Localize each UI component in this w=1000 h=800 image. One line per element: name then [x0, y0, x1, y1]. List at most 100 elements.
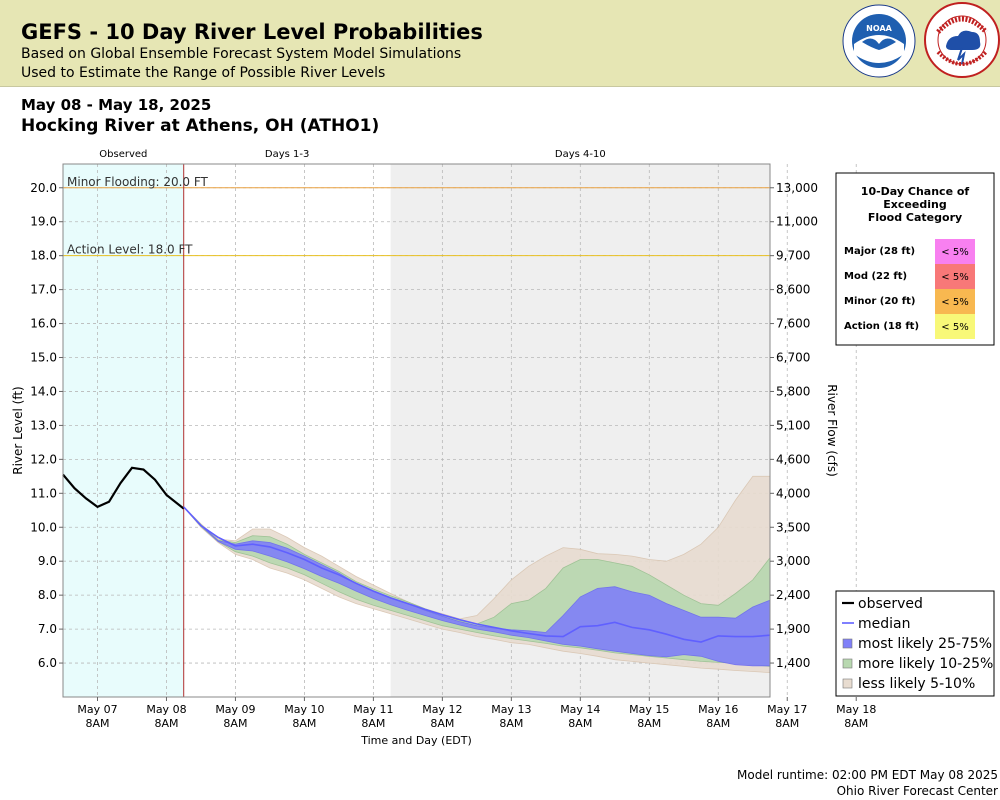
threshold-label: Action Level: 18.0 FT: [67, 243, 193, 257]
y2-tick-label: 8,600: [776, 283, 810, 297]
exceedance-cell: [935, 314, 975, 339]
y2-tick-label: 9,700: [776, 249, 810, 263]
y2-tick-label: 5,100: [776, 418, 810, 432]
legend-label: median: [858, 616, 910, 632]
x-axis-title: Time and Day (EDT): [360, 734, 472, 747]
y-tick-label: 19.0: [30, 215, 57, 229]
x-tick-label: May 11: [353, 703, 393, 716]
legend-swatch: [842, 658, 853, 669]
threshold-label: Minor Flooding: 20.0 FT: [67, 175, 209, 189]
period-label: Days 4-10: [555, 149, 606, 160]
y2-tick-label: 13,000: [776, 181, 818, 195]
x-tick-label: May 09: [215, 703, 255, 716]
x-tick-label: May 07: [77, 703, 117, 716]
legend-label: less likely 5-10%: [858, 676, 975, 692]
subtitle-line-1: Based on Global Ensemble Forecast System…: [21, 46, 462, 62]
y2-tick-label: 2,400: [776, 588, 810, 602]
y-axis-title: River Level (ft): [11, 386, 25, 474]
x-tick-label: 8AM: [706, 717, 730, 730]
exceedance-category: Minor (20 ft): [844, 296, 915, 307]
legend-swatch: [842, 678, 853, 689]
exceedance-cell: [935, 239, 975, 264]
exceedance-category: Mod (22 ft): [844, 271, 907, 282]
y2-tick-label: 1,400: [776, 656, 810, 670]
y-tick-label: 11.0: [30, 486, 57, 500]
subtitle-line-2: Used to Estimate the Range of Possible R…: [21, 65, 386, 81]
x-tick-label: May 10: [284, 703, 324, 716]
observed-line: [62, 466, 185, 510]
y2-tick-label: 6,700: [776, 351, 810, 365]
y-tick-label: 10.0: [30, 520, 57, 534]
x-tick-label: May 13: [491, 703, 531, 716]
y2-tick-label: 5,800: [776, 384, 810, 398]
exceedance-category: Action (18 ft): [844, 321, 919, 332]
x-tick-label: 8AM: [844, 717, 868, 730]
y-tick-label: 13.0: [30, 418, 57, 432]
legend-label: more likely 10-25%: [858, 656, 993, 672]
x-tick-label: May 14: [560, 703, 600, 716]
y2-tick-label: 11,000: [776, 215, 818, 229]
noaa-logo-text: NOAA: [866, 24, 892, 33]
y-tick-label: 12.0: [30, 452, 57, 466]
observed-period-shade: [63, 164, 184, 697]
noaa-logo: NOAA: [842, 4, 916, 78]
x-tick-label: May 08: [146, 703, 186, 716]
x-tick-label: 8AM: [499, 717, 523, 730]
y-tick-label: 16.0: [30, 317, 57, 331]
y2-tick-label: 1,900: [776, 622, 810, 636]
river-level-chart: 6.0 7.0 8.0 9.0 10.0 11.0 12.0 13.0 14.0 15.0 16.0…: [11, 149, 995, 747]
x-tick-label: May 17: [767, 703, 807, 716]
x-tick-label: 8AM: [430, 717, 454, 730]
y-tick-label: 9.0: [38, 554, 57, 568]
x-tick-label: 8AM: [361, 717, 385, 730]
period-label: Observed: [99, 149, 147, 160]
y-tick-label: 6.0: [38, 656, 57, 670]
nws-logo: [924, 2, 1000, 78]
exceedance-title: Exceeding: [883, 198, 946, 211]
exceedance-chance: < 5%: [941, 247, 968, 258]
x-tick-label: 8AM: [85, 717, 109, 730]
exceedance-chance: < 5%: [941, 322, 968, 333]
exceedance-category: Major (28 ft): [844, 246, 915, 257]
exceedance-title: Flood Category: [868, 211, 962, 224]
y-tick-label: 18.0: [30, 249, 57, 263]
exceedance-cell: [935, 264, 975, 289]
forecast-center: Ohio River Forecast Center: [836, 784, 998, 798]
y2-tick-label: 7,600: [776, 317, 810, 331]
date-range: May 08 - May 18, 2025: [21, 96, 212, 114]
legend-label: observed: [858, 596, 923, 612]
legend-label: most likely 25-75%: [858, 636, 992, 652]
x-tick-label: May 16: [698, 703, 738, 716]
exceedance-chance: < 5%: [941, 297, 968, 308]
legend-swatch: [842, 638, 853, 649]
y2-axis-title: River Flow (cfs): [825, 384, 839, 477]
exceedance-cell: [935, 289, 975, 314]
exceedance-chance: < 5%: [941, 272, 968, 283]
header-banner: GEFS - 10 Day River Level Probabilities …: [0, 0, 1000, 87]
legend: [835, 590, 995, 697]
page-title: GEFS - 10 Day River Level Probabilities: [21, 20, 483, 44]
y2-tick-label: 4,600: [776, 452, 810, 466]
y-tick-label: 8.0: [38, 588, 57, 602]
x-tick-label: 8AM: [637, 717, 661, 730]
model-runtime: Model runtime: 02:00 PM EDT May 08 2025: [737, 768, 998, 782]
y-tick-label: 14.0: [30, 384, 57, 398]
y2-tick-label: 4,000: [776, 486, 810, 500]
y-tick-label: 15.0: [30, 351, 57, 365]
y-tick-label: 17.0: [30, 283, 57, 297]
x-tick-label: 8AM: [223, 717, 247, 730]
gauge-name: Hocking River at Athens, OH (ATHO1): [21, 116, 380, 136]
median-line: [183, 506, 771, 643]
x-tick-label: May 12: [422, 703, 462, 716]
plot-frame: [62, 163, 771, 698]
x-tick-label: 8AM: [568, 717, 592, 730]
y2-tick-label: 3,000: [776, 554, 810, 568]
x-tick-label: May 15: [629, 703, 669, 716]
exceedance-title: 10-Day Chance of: [861, 185, 970, 198]
x-tick-label: 8AM: [292, 717, 316, 730]
x-tick-label: May 18: [836, 703, 876, 716]
x-tick-label: 8AM: [154, 717, 178, 730]
y-tick-label: 7.0: [38, 622, 57, 636]
x-tick-label: 8AM: [775, 717, 799, 730]
period-label: Days 1-3: [265, 149, 309, 160]
